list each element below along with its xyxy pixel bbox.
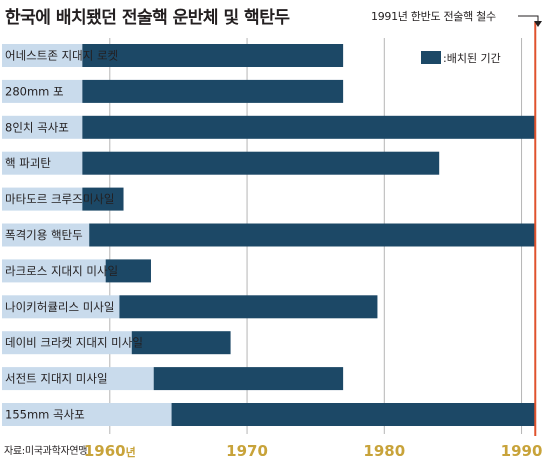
chart-title: 한국에 배치됐던 전술핵 운반체 및 핵탄두	[5, 8, 290, 28]
withdrawal-marker	[518, 15, 542, 436]
label-band	[2, 259, 106, 283]
row-label: 어네스트존 지대지 로켓	[5, 49, 118, 63]
bar	[171, 403, 536, 426]
bar	[153, 367, 344, 391]
row-label: 서전트 지대지 미사일	[5, 372, 108, 386]
bar	[105, 259, 151, 283]
row-label: 280mm 포	[5, 84, 64, 98]
x-axis-ticks: 1960년 1970 1980 1990	[84, 442, 543, 460]
row-label: 핵 파괴탄	[5, 156, 51, 170]
label-band	[2, 403, 172, 426]
label-band	[2, 79, 83, 103]
source-note: 자료:미국과학자연맹	[4, 446, 88, 457]
row-label: 폭격기용 핵탄두	[5, 228, 83, 242]
x-tick-label: 1970	[226, 442, 268, 460]
row-label: 마타도르 크루즈미사일	[5, 192, 114, 206]
bar	[131, 331, 231, 355]
row-label: 8인치 곡사포	[5, 120, 69, 134]
row-label: 데이비 크라켓 지대지 미사일	[5, 336, 143, 350]
row-label: 155mm 곡사포	[5, 408, 85, 422]
bar	[119, 295, 378, 319]
label-band	[2, 187, 83, 211]
bar	[89, 223, 536, 247]
annotation-arrowhead	[534, 21, 542, 27]
annotation-leader	[518, 15, 539, 22]
label-band	[2, 44, 83, 67]
label-band	[2, 115, 83, 139]
bar	[82, 187, 124, 211]
row-label: 라크로스 지대지 미사일	[5, 264, 118, 278]
x-tick-label: 1960년	[84, 442, 136, 460]
withdrawal-annotation: 1991년 한반도 전술핵 철수	[371, 10, 496, 23]
bar	[82, 79, 344, 103]
legend-label: :배치된 기간	[443, 52, 501, 65]
bar	[82, 115, 536, 139]
label-band	[2, 223, 90, 247]
bars	[82, 44, 536, 426]
label-band	[2, 295, 120, 319]
x-tick-label: 1980	[363, 442, 405, 460]
row-label: 나이키허큘리스 미사일	[5, 300, 114, 314]
label-band	[2, 367, 154, 391]
label-band	[2, 331, 132, 355]
label-bands	[2, 44, 172, 426]
x-tick-label: 1990	[501, 442, 543, 460]
legend: :배치된 기간	[421, 51, 501, 65]
label-band	[2, 151, 83, 175]
bar	[82, 44, 344, 67]
bar	[82, 151, 440, 175]
legend-swatch	[421, 51, 441, 64]
